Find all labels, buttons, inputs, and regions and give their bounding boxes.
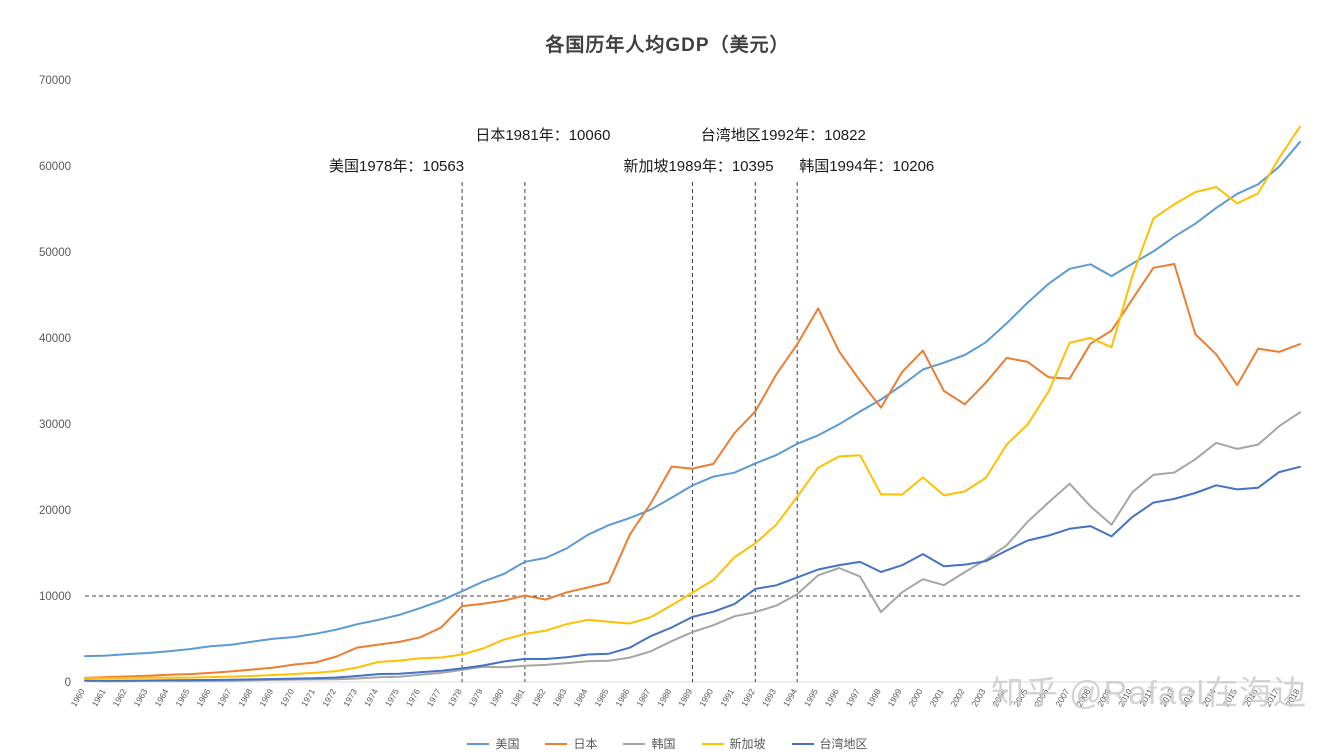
x-axis-tick: 1970 — [278, 687, 296, 709]
x-axis-tick: 1962 — [111, 687, 129, 709]
x-axis-tick: 1995 — [802, 687, 820, 709]
x-axis-tick: 1976 — [404, 687, 422, 709]
x-axis-tick: 1996 — [823, 687, 841, 709]
x-axis-tick: 2000 — [907, 687, 925, 709]
x-axis-tick: 1992 — [739, 687, 757, 709]
x-axis-tick: 1972 — [320, 687, 338, 709]
y-axis-tick: 30000 — [39, 419, 71, 431]
legend-swatch — [623, 742, 646, 745]
x-axis-tick: 1978 — [446, 687, 464, 709]
legend-swatch — [791, 742, 814, 745]
chart-legend: 美国 日本 韩国 新加坡 台湾地区 — [0, 735, 1335, 752]
watermark: 知乎 @Rafael在海边 — [990, 674, 1307, 711]
x-axis-tick: 1960 — [69, 687, 87, 709]
x-axis-tick: 1967 — [215, 687, 233, 709]
x-axis-tick: 1964 — [152, 687, 170, 709]
x-axis-tick: 1971 — [299, 687, 317, 709]
x-axis-tick: 1993 — [760, 687, 778, 709]
y-axis-tick: 60000 — [39, 161, 71, 173]
x-axis-tick: 1989 — [676, 687, 694, 709]
x-axis-tick: 1983 — [550, 687, 568, 709]
x-axis-tick: 1974 — [362, 687, 380, 709]
y-axis-tick: 10000 — [39, 591, 71, 603]
annotation-1992: 台湾地区1992年：10822 — [701, 127, 866, 144]
x-axis-tick: 1977 — [425, 687, 443, 709]
series-line-美国 — [84, 140, 1301, 658]
x-axis-tick: 1988 — [655, 687, 673, 709]
legend-item-韩国: 韩国 — [623, 735, 676, 752]
chart-title: 各国历年人均GDP（美元） — [545, 35, 790, 56]
x-axis-tick: 1965 — [173, 687, 191, 709]
annotation-1989: 新加坡1989年：10395 — [623, 158, 773, 175]
y-axis-tick: 70000 — [39, 75, 71, 87]
legend-label: 日本 — [573, 737, 598, 751]
x-axis-tick: 2003 — [969, 687, 987, 709]
x-axis-tick: 1968 — [236, 687, 254, 709]
x-axis-tick: 1982 — [530, 687, 548, 709]
y-axis-tick: 20000 — [39, 505, 71, 517]
legend-item-美国: 美国 — [467, 735, 519, 752]
legend-swatch — [545, 742, 568, 745]
series-line-台湾地区 — [84, 465, 1301, 682]
legend-swatch — [701, 742, 724, 745]
legend-item-台湾地区: 台湾地区 — [791, 735, 868, 752]
x-axis-tick: 1963 — [131, 687, 149, 709]
x-axis-tick: 1969 — [257, 687, 275, 709]
x-axis-tick: 1997 — [844, 687, 862, 709]
legend-item-新加坡: 新加坡 — [701, 735, 766, 752]
series-line-日本 — [84, 263, 1301, 679]
x-axis-tick: 1999 — [886, 687, 904, 709]
x-axis-tick: 1990 — [697, 687, 715, 709]
x-axis-tick: 1966 — [194, 687, 212, 709]
y-axis-tick: 0 — [65, 677, 71, 689]
series-line-新加坡 — [84, 125, 1301, 680]
x-axis-tick: 1979 — [467, 687, 485, 709]
legend-label: 韩国 — [651, 737, 676, 751]
legend-label: 台湾地区 — [819, 737, 868, 751]
annotation-1981: 日本1981年：10060 — [475, 127, 610, 144]
legend-label: 新加坡 — [729, 737, 766, 751]
annotation-1978: 美国1978年：10563 — [329, 158, 464, 175]
legend-label: 美国 — [495, 737, 520, 751]
y-axis-tick: 50000 — [39, 247, 71, 259]
legend-swatch — [467, 742, 490, 745]
x-axis-tick: 1991 — [718, 687, 736, 709]
x-axis-tick: 1986 — [613, 687, 631, 709]
legend-item-日本: 日本 — [545, 735, 597, 752]
x-axis-tick: 1975 — [383, 687, 401, 709]
x-axis-tick: 1994 — [781, 687, 799, 709]
x-axis-tick: 1985 — [592, 687, 610, 709]
x-axis-tick: 2001 — [928, 687, 946, 709]
annotation-1994: 韩国1994年：10206 — [799, 158, 934, 175]
x-axis-tick: 1987 — [634, 687, 652, 709]
x-axis-tick: 1980 — [488, 687, 506, 709]
y-axis-tick: 40000 — [39, 333, 71, 345]
x-axis-tick: 1984 — [571, 687, 589, 709]
x-axis-tick: 1981 — [509, 687, 527, 709]
x-axis-tick: 1973 — [341, 687, 359, 709]
x-axis-tick: 2002 — [948, 687, 966, 709]
x-axis-tick: 1998 — [865, 687, 883, 709]
x-axis-tick: 1961 — [90, 687, 108, 709]
